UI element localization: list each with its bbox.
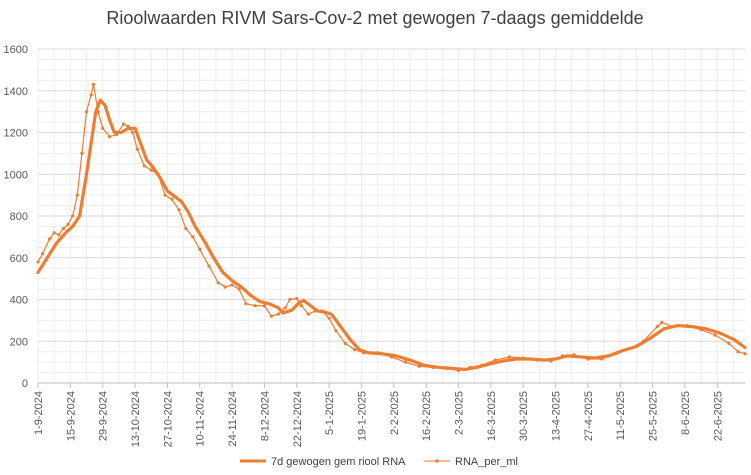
data-point-rna-per-ml (223, 285, 227, 289)
data-point-rna-per-ml (163, 193, 167, 197)
x-tick-label: 25-5-2025 (648, 391, 660, 441)
series-line-7d-gewogen (36, 98, 747, 372)
y-tick-label: 400 (10, 295, 28, 307)
y-tick-label: 1400 (4, 86, 28, 98)
legend-label-series-1: 7d gewogen gem riool RNA (271, 456, 406, 468)
data-point-rna-per-ml (253, 304, 257, 308)
data-point-rna-per-ml (334, 329, 338, 333)
data-point-rna-per-ml (89, 93, 93, 97)
x-tick-label: 22-6-2025 (712, 391, 724, 441)
data-point-rna-per-ml (135, 147, 139, 151)
data-point-rna-per-ml (170, 197, 174, 201)
y-tick-label: 1000 (4, 169, 28, 181)
legend-label-series-2: RNA_per_ml (455, 456, 518, 468)
x-tick-label: 1-9-2024 (33, 391, 45, 435)
series-lines (36, 82, 747, 373)
x-tick-label: 10-11-2024 (195, 391, 207, 446)
x-tick-label: 27-10-2024 (162, 391, 174, 447)
data-point-rna-per-ml (216, 281, 220, 285)
data-point-rna-per-ml (306, 312, 310, 316)
data-point-rna-per-ml (288, 297, 292, 302)
y-tick-label: 800 (10, 211, 28, 223)
y-tick-label: 200 (10, 336, 28, 348)
data-point-rna-per-ml (660, 320, 664, 325)
x-tick-label: 30-3-2025 (518, 391, 530, 441)
legend-marker-series-2 (435, 459, 439, 463)
data-point-rna-per-ml (237, 287, 241, 291)
data-point-rna-per-ml (121, 122, 126, 126)
data-point-rna-per-ml (91, 82, 96, 87)
data-point-rna-per-ml (184, 226, 188, 231)
data-point-rna-per-ml (713, 333, 717, 337)
data-point-rna-per-ml (84, 110, 89, 114)
data-point-rna-per-ml (262, 304, 267, 308)
data-point-rna-per-ml (108, 135, 112, 139)
data-point-rna-per-ml (131, 130, 135, 135)
data-point-rna-per-ml (655, 325, 659, 329)
data-point-rna-per-ml (736, 350, 740, 354)
data-point-rna-per-ml (276, 312, 280, 316)
x-tick-label: 16-3-2025 (486, 391, 498, 441)
legend: 7d gewogen gem riool RNA RNA_per_ml (240, 456, 518, 468)
x-tick-label: 2-3-2025 (454, 391, 466, 435)
x-tick-label: 27-4-2025 (583, 391, 595, 441)
x-tick-label: 8-6-2025 (680, 391, 692, 435)
data-point-rna-per-ml (142, 164, 146, 168)
data-point-rna-per-ml (230, 283, 234, 287)
data-point-rna-per-ml (244, 302, 248, 306)
y-tick-label: 1200 (4, 128, 28, 140)
data-point-rna-per-ml (61, 226, 66, 231)
x-tick-label: 16-2-2025 (421, 391, 433, 441)
y-tick-label: 1600 (4, 44, 28, 56)
data-point-rna-per-ml (327, 316, 331, 320)
data-point-rna-per-ml (295, 296, 299, 301)
data-point-rna-per-ml (149, 168, 153, 172)
x-tick-label: 19-1-2025 (356, 391, 368, 441)
y-tick-label: 0 (22, 378, 28, 390)
x-tick-label: 13-10-2024 (130, 391, 142, 447)
data-point-rna-per-ml (269, 314, 273, 318)
data-point-rna-per-ml (727, 341, 731, 345)
data-point-rna-per-ml (743, 352, 747, 356)
x-tick-label: 2-2-2025 (389, 391, 401, 435)
x-tick-label: 22-12-2024 (292, 391, 304, 447)
data-point-rna-per-ml (283, 306, 287, 310)
data-point-rna-per-ml (352, 348, 357, 352)
data-point-rna-per-ml (177, 208, 181, 212)
data-point-rna-per-ml (57, 233, 61, 237)
chart-title: Rioolwaarden RIVM Sars-Cov-2 met gewogen… (106, 8, 643, 28)
data-point-rna-per-ml (66, 222, 70, 226)
data-point-rna-per-ml (207, 264, 211, 268)
x-tick-label: 8-12-2024 (259, 391, 271, 441)
x-tick-label: 11-5-2025 (615, 391, 627, 440)
data-point-rna-per-ml (507, 355, 511, 359)
x-tick-label: 29-9-2024 (98, 391, 110, 441)
x-tick-label: 15-9-2024 (65, 391, 77, 441)
data-point-rna-per-ml (191, 235, 195, 239)
x-tick-label: 13-4-2025 (551, 391, 563, 441)
data-point-rna-per-ml (41, 251, 45, 256)
data-point-rna-per-ml (71, 214, 75, 218)
axes: 0 200 400 600 800 1000 1200 1400 1600 1-9-2024 15-… (4, 44, 745, 447)
data-point-rna-per-ml (36, 260, 40, 264)
x-tick-label: 5-1-2025 (324, 391, 336, 435)
grid-lines (37, 48, 745, 384)
data-point-rna-per-ml (343, 341, 347, 345)
data-point-rna-per-ml (52, 231, 56, 235)
x-tick-label: 24-11-2024 (227, 391, 239, 446)
series-line-rna-per-ml (37, 83, 746, 372)
data-point-rna-per-ml (47, 237, 52, 241)
data-point-rna-per-ml (80, 151, 84, 155)
data-point-rna-per-ml (198, 247, 202, 251)
data-point-rna-per-ml (75, 193, 79, 197)
data-point-rna-per-ml (101, 126, 105, 130)
data-point-rna-per-ml (403, 360, 407, 364)
data-point-rna-per-ml (299, 304, 303, 308)
y-tick-label: 600 (10, 253, 28, 265)
